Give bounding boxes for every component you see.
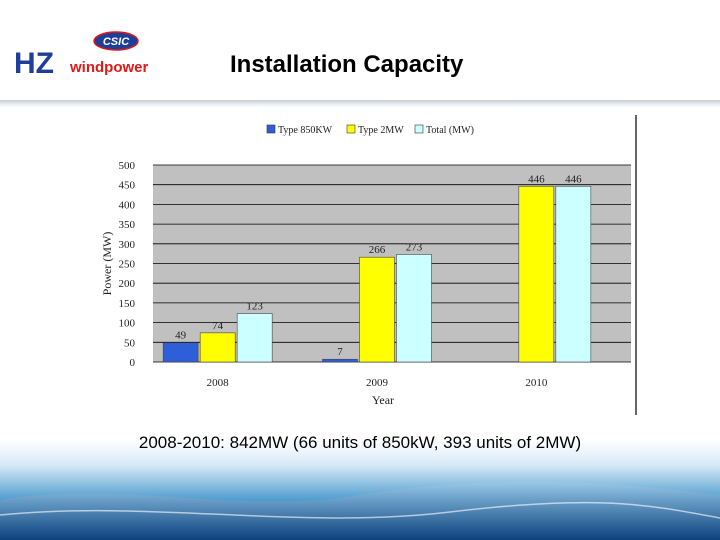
x-tick-label: 2009 [366,377,389,389]
y-tick-label: 50 [124,337,136,349]
bar [199,332,236,363]
y-tick-label: 100 [119,318,136,330]
x-axis-ticks: 2008 2009 2010 [207,377,548,389]
bars: 49 74 123 7 266 273 446 446 [162,173,592,363]
bar-value-label: 266 [369,244,386,256]
chart-legend: Type 850KW Type 2MW Total (MW) [266,124,474,136]
bar [322,358,358,363]
y-tick-label: 300 [119,239,136,251]
y-tick-label: 400 [119,199,136,211]
logo-windpower-text: windpower [69,59,148,76]
bar [555,185,592,363]
bar [518,185,555,363]
logo-hz-text: HZ [14,47,54,80]
bar-value-label: 446 [528,173,545,185]
y-tick-label: 350 [119,219,136,231]
header-divider [0,100,720,108]
bar [236,313,273,363]
legend-swatch [266,124,276,134]
bar-value-label: 74 [212,320,224,332]
legend-label: Type 2MW [358,125,404,136]
bar [396,254,432,363]
y-axis-label: Power (MW) [100,232,114,296]
bar-value-label: 273 [406,241,423,253]
bar [359,256,395,363]
installation-capacity-chart: Type 850KW Type 2MW Total (MW) 0 50 100 150 20… [95,115,640,415]
x-axis-label: Year [372,393,394,407]
legend-swatch [346,124,356,134]
x-tick-label: 2008 [207,377,230,389]
legend-label: Total (MW) [426,125,474,136]
legend-label: Type 850KW [278,125,333,136]
x-tick-label: 2010 [525,377,548,389]
y-axis-ticks: 0 50 100 150 200 250 300 350 400 450 500 [119,160,136,369]
capacity-summary-caption: 2008-2010: 842MW (66 units of 850kW, 393… [138,433,582,452]
y-tick-label: 200 [119,278,136,290]
y-tick-label: 450 [119,180,136,192]
csic-badge [93,31,139,51]
y-tick-label: 150 [119,298,136,310]
bar-value-label: 49 [175,330,187,342]
bar [162,342,199,363]
bar-value-label: 7 [337,346,343,358]
footer-wave-decoration [0,440,720,540]
slide-title: Installation Capacity [230,51,464,78]
slide-header: CSIC HZ windpower Installation Capacity [0,0,720,108]
csic-badge-text: CSIC [103,36,130,48]
bar-chart-svg: Type 850KW Type 2MW Total (MW) 0 50 100 150 20… [100,115,637,415]
y-tick-label: 0 [130,357,136,369]
legend-swatch [414,124,424,134]
hz-windpower-logo: CSIC HZ windpower [14,31,148,80]
bar-value-label: 123 [246,301,263,313]
y-tick-label: 500 [119,160,136,172]
bar-value-label: 446 [565,173,582,185]
y-tick-label: 250 [119,259,136,271]
